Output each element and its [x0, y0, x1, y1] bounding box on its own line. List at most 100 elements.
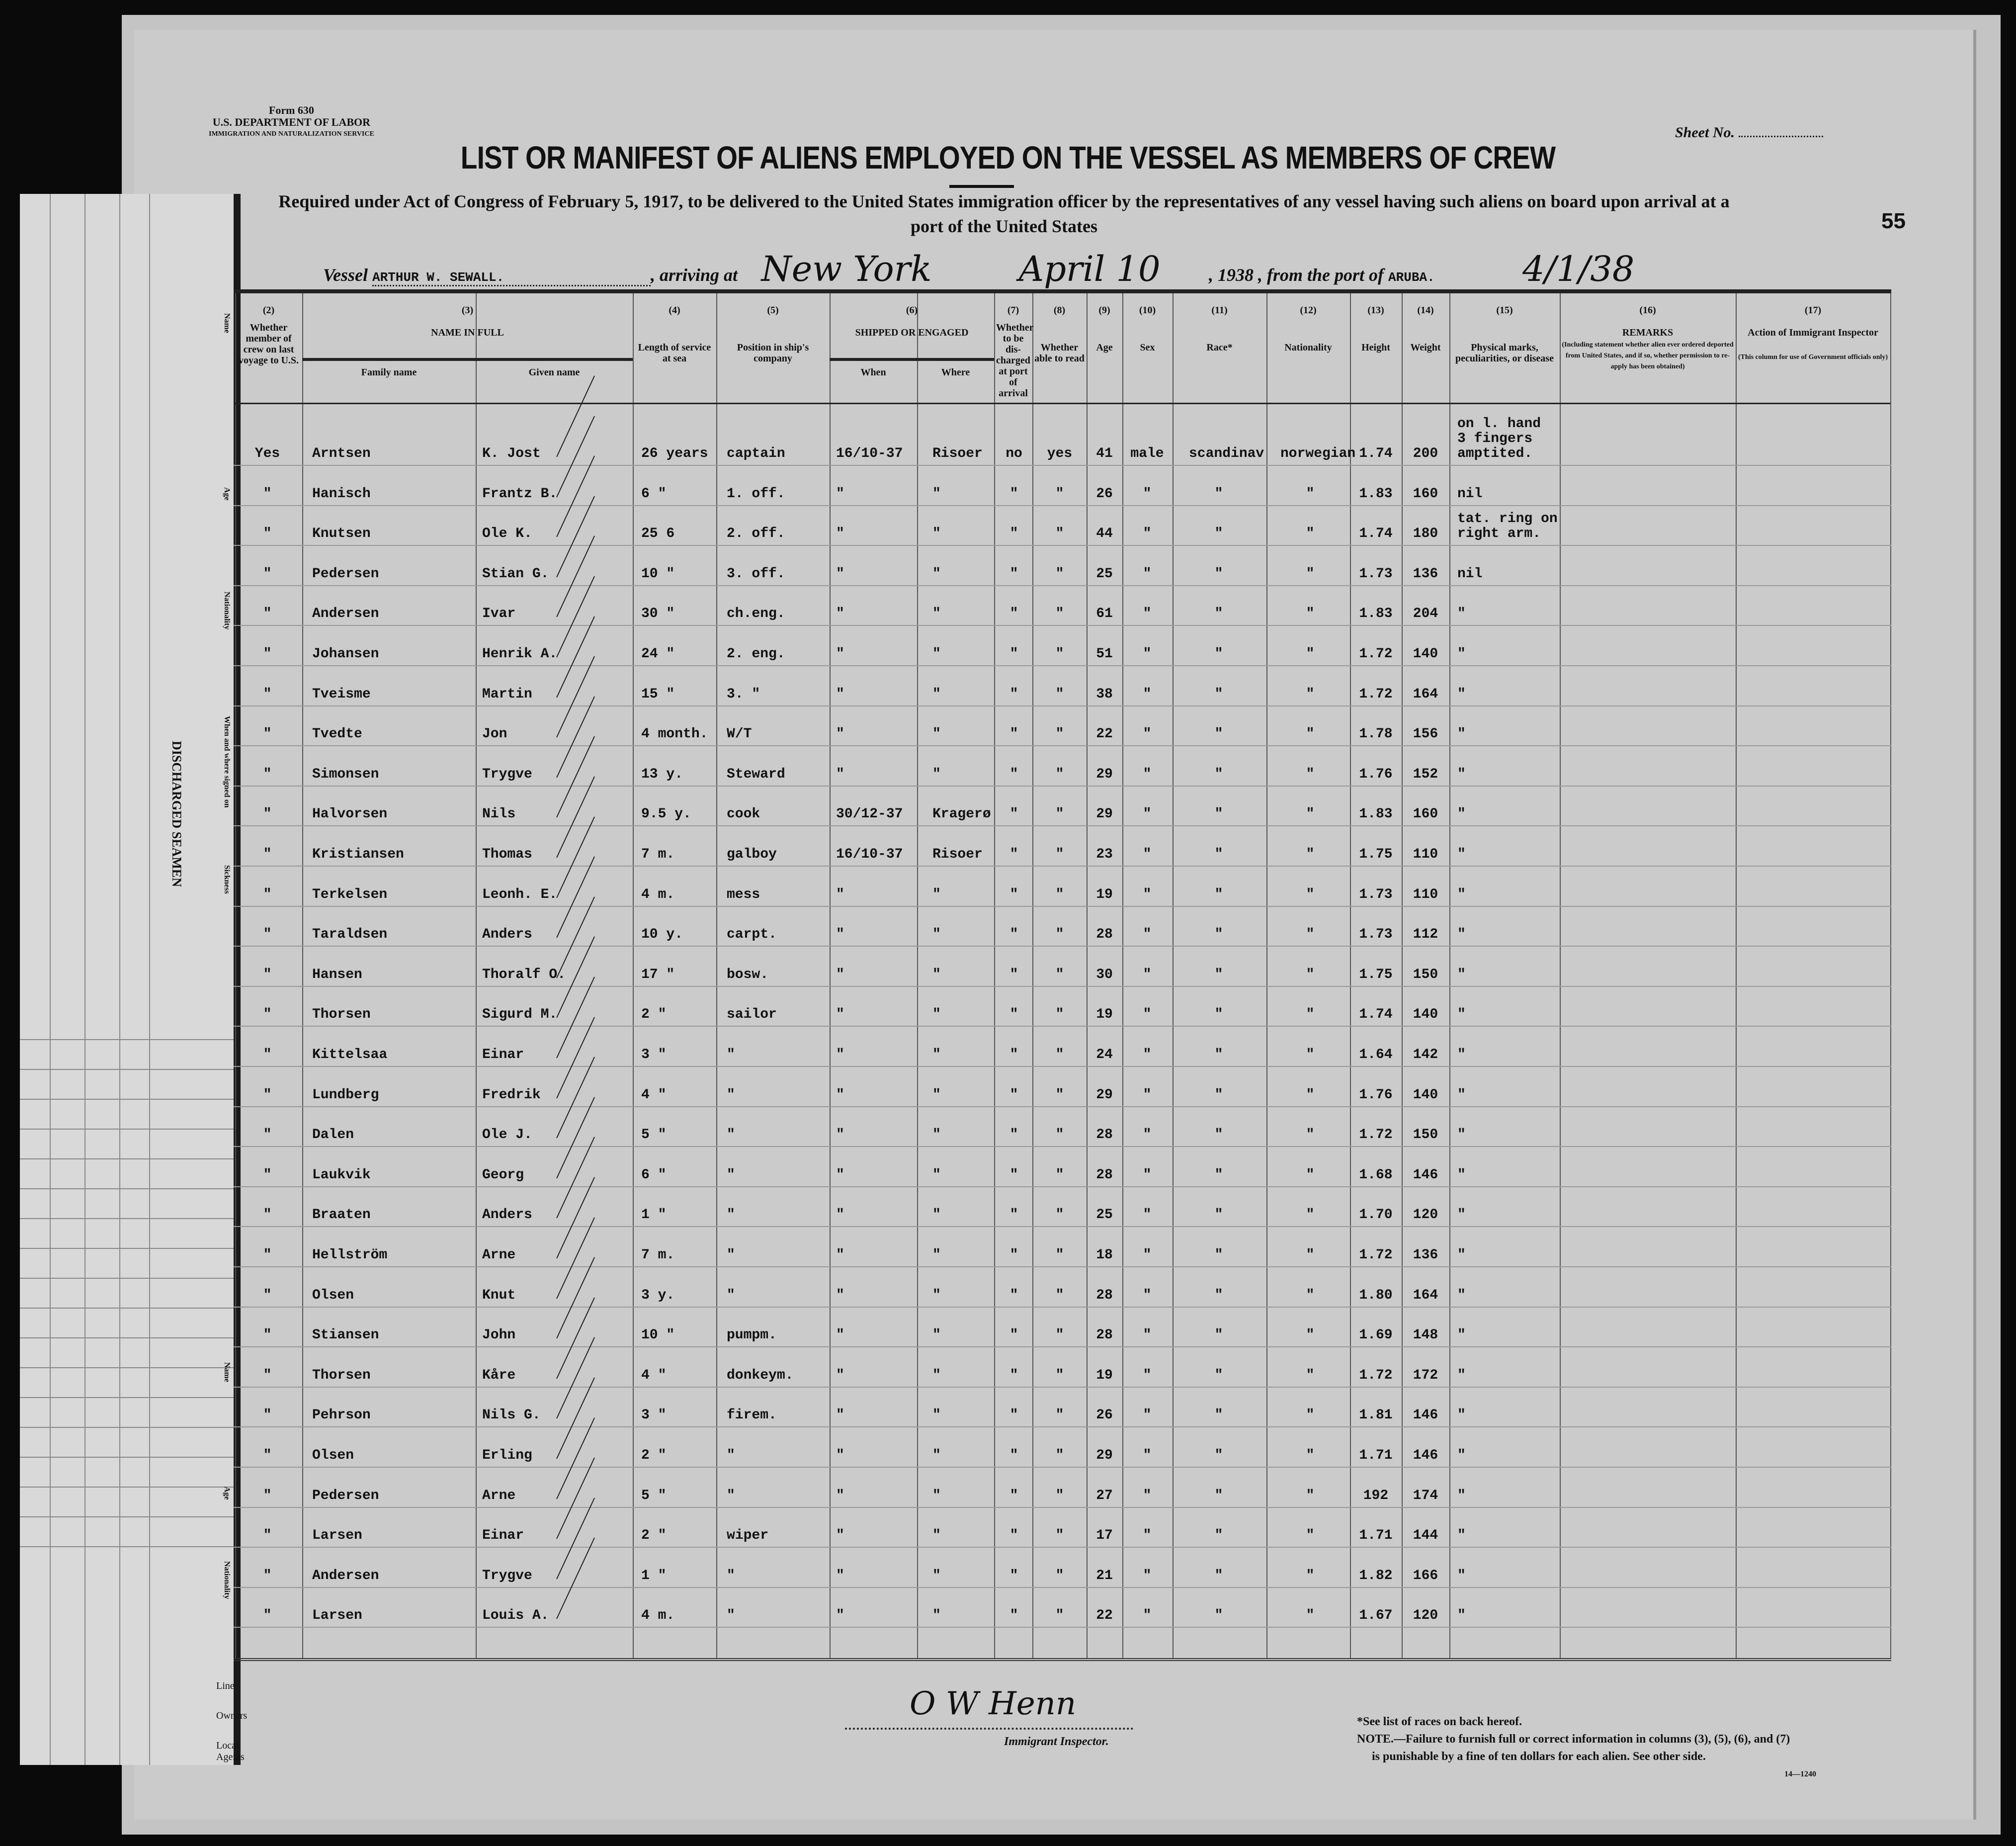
column-divider: [302, 293, 303, 1658]
sex-cell: ": [1143, 1367, 1152, 1383]
stub-label: Nationality: [223, 592, 231, 630]
shipped-when-cell: ": [836, 1568, 844, 1583]
sex-cell: ": [1143, 1568, 1152, 1583]
race-cell: ": [1214, 927, 1223, 943]
given-name-cell: Thoralf O.: [482, 967, 566, 982]
family-name-cell: Halvorsen: [312, 806, 388, 822]
check-mark-icon: [556, 696, 595, 778]
physical-marks-cell: ": [1457, 1407, 1466, 1423]
weight-cell: 112: [1413, 927, 1438, 943]
vessel-name: ARTHUR W. SEWALL.: [372, 270, 651, 286]
discharged-cell: ": [1009, 1448, 1018, 1463]
race-note: *See list of races on back hereof.: [1357, 1715, 1522, 1728]
weight-cell: 150: [1413, 1127, 1438, 1143]
sex-cell: ": [1143, 646, 1152, 662]
nationality-cell: ": [1306, 1407, 1315, 1423]
row-rule: [234, 745, 1891, 747]
column-header-c2: Whether member of crew on last voyage to…: [238, 322, 299, 366]
shipped-where-cell: ": [932, 1568, 941, 1583]
check-mark-icon: [556, 1537, 595, 1619]
crew-last-voyage-cell: ": [263, 927, 272, 943]
discharged-cell: ": [1009, 1568, 1018, 1583]
race-cell: ": [1214, 1287, 1223, 1303]
nationality-cell: ": [1306, 1247, 1315, 1263]
physical-marks-cell: ": [1457, 1047, 1466, 1062]
age-cell: 19: [1096, 1007, 1113, 1023]
shipped-where-cell: ": [932, 967, 941, 982]
row-rule: [234, 1426, 1891, 1428]
crew-last-voyage-cell: ": [263, 1247, 272, 1263]
shipped-where-cell: ": [932, 927, 941, 943]
column-divider: [716, 293, 717, 1658]
physical-marks-cell: ": [1457, 967, 1466, 982]
column-divider: [633, 293, 634, 1658]
height-cell: 1.83: [1359, 486, 1393, 502]
crew-last-voyage-cell: ": [263, 1327, 272, 1343]
length-of-service-cell: 30 ": [641, 606, 675, 622]
length-of-service-cell: 17 ": [641, 967, 675, 982]
able-to-read-cell: ": [1055, 1608, 1064, 1624]
row-rule: [234, 1586, 1891, 1588]
race-cell: scandinav: [1189, 446, 1264, 461]
given-name-cell: Henrik A.: [482, 646, 558, 662]
weight-cell: 148: [1413, 1327, 1438, 1343]
physical-marks-cell: ": [1457, 1207, 1466, 1223]
race-cell: ": [1214, 1608, 1223, 1624]
age-cell: 26: [1096, 486, 1113, 502]
service: IMMIGRATION AND NATURALIZATION SERVICE: [209, 130, 374, 138]
crew-last-voyage-cell: ": [263, 1167, 272, 1183]
sex-cell: ": [1143, 1007, 1152, 1023]
row-rule: [234, 705, 1891, 706]
row-rule: [234, 465, 1891, 466]
column-divider: [1560, 293, 1561, 1658]
physical-marks-cell: ": [1457, 1608, 1466, 1624]
height-cell: 1.72: [1359, 1127, 1393, 1143]
nationality-cell: ": [1306, 886, 1315, 902]
weight-cell: 120: [1413, 1608, 1438, 1624]
nationality-cell: ": [1306, 606, 1315, 622]
family-name-cell: Olsen: [312, 1287, 354, 1303]
physical-marks-cell: ": [1457, 806, 1466, 822]
age-cell: 23: [1096, 847, 1113, 862]
stub-label: When and where signed on: [223, 716, 231, 808]
nationality-cell: norwegian: [1280, 446, 1356, 461]
length-of-service-cell: 7 m.: [641, 847, 675, 862]
age-cell: 22: [1096, 1608, 1113, 1624]
length-of-service-cell: 7 m.: [641, 1247, 675, 1263]
shipped-when-cell: ": [836, 1327, 844, 1343]
stub-rule: [20, 1457, 234, 1458]
column-number-c12: (12): [1300, 305, 1317, 316]
check-mark-icon: [556, 1177, 595, 1259]
check-mark-icon: [556, 856, 595, 938]
weight-cell: 174: [1413, 1488, 1438, 1503]
able-to-read-cell: ": [1055, 1007, 1064, 1023]
given-name-cell: Ole K.: [482, 526, 532, 542]
from-port-label: , from the port of: [1258, 265, 1384, 285]
length-of-service-cell: 4 m.: [641, 1608, 675, 1624]
race-cell: ": [1214, 1167, 1223, 1183]
check-mark-icon: [556, 576, 595, 658]
column-divider: [1032, 293, 1033, 1658]
discharged-cell: ": [1009, 1207, 1018, 1223]
weight-cell: 146: [1413, 1407, 1438, 1423]
race-cell: ": [1214, 566, 1223, 582]
race-cell: ": [1214, 766, 1223, 782]
sex-cell: ": [1143, 766, 1152, 782]
height-cell: 1.74: [1359, 446, 1393, 461]
shipped-where-cell: ": [932, 886, 941, 902]
able-to-read-cell: ": [1055, 1528, 1064, 1544]
family-name-cell: Pedersen: [312, 1488, 379, 1503]
length-of-service-cell: 15 ": [641, 686, 675, 702]
weight-cell: 140: [1413, 1007, 1438, 1023]
sex-cell: ": [1143, 1207, 1152, 1223]
age-cell: 18: [1096, 1247, 1113, 1263]
family-name-cell: Andersen: [312, 1568, 379, 1583]
nationality-cell: ": [1306, 967, 1315, 982]
row-rule: [234, 545, 1891, 546]
check-mark-icon: [556, 1457, 595, 1539]
check-mark-icon: [556, 1497, 595, 1580]
position-cell: sailor: [727, 1007, 777, 1023]
family-name-cell: Tveisme: [312, 686, 371, 702]
column-header-c10: Sex: [1140, 342, 1155, 353]
weight-cell: 140: [1413, 646, 1438, 662]
